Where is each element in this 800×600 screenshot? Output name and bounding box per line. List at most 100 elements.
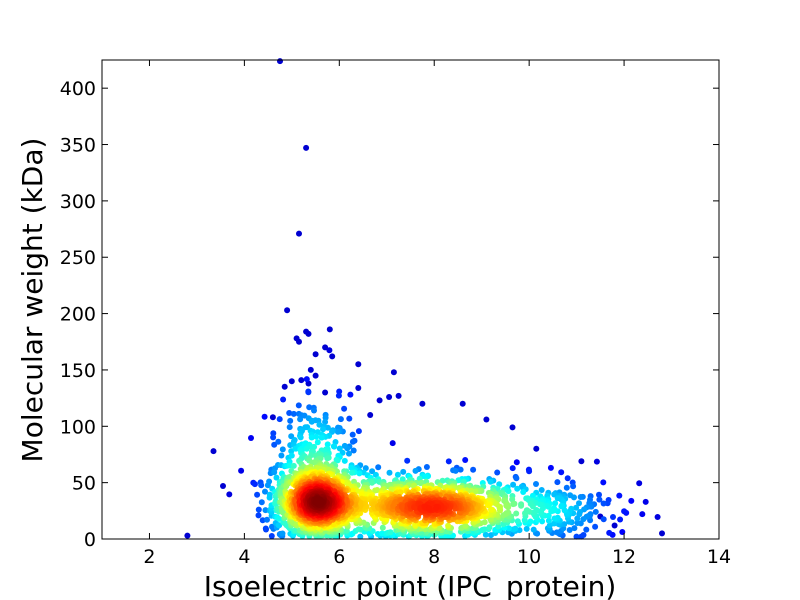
data-point bbox=[548, 508, 555, 515]
data-point bbox=[298, 377, 305, 384]
data-point bbox=[445, 458, 452, 465]
data-point bbox=[552, 500, 559, 507]
data-point bbox=[510, 481, 517, 488]
data-point bbox=[523, 507, 530, 514]
data-point bbox=[355, 385, 362, 391]
data-point bbox=[324, 455, 331, 462]
data-point bbox=[610, 514, 616, 520]
data-point bbox=[305, 330, 312, 337]
data-point bbox=[580, 516, 587, 523]
data-point bbox=[356, 470, 363, 477]
x-tick-label: 8 bbox=[428, 546, 440, 568]
data-point bbox=[445, 522, 452, 529]
data-point bbox=[312, 351, 319, 358]
data-point bbox=[425, 505, 432, 512]
data-point bbox=[578, 458, 585, 465]
y-tick-label: 300 bbox=[60, 191, 96, 213]
data-point bbox=[269, 523, 275, 530]
data-point bbox=[341, 457, 348, 464]
data-point bbox=[561, 507, 568, 514]
data-point bbox=[387, 529, 394, 536]
data-point bbox=[573, 533, 580, 540]
data-point bbox=[404, 457, 411, 464]
data-point bbox=[297, 416, 304, 423]
data-point bbox=[375, 464, 382, 471]
data-point bbox=[580, 532, 587, 538]
data-point bbox=[184, 532, 191, 539]
data-point bbox=[518, 502, 525, 509]
data-point bbox=[503, 502, 510, 509]
data-point bbox=[495, 523, 502, 530]
data-point bbox=[290, 410, 297, 417]
data-point bbox=[336, 445, 343, 452]
data-point bbox=[459, 400, 466, 407]
data-point bbox=[487, 478, 494, 485]
data-point bbox=[483, 416, 490, 423]
data-point bbox=[433, 504, 439, 511]
data-point bbox=[417, 480, 424, 487]
data-point bbox=[311, 407, 317, 414]
points-layer bbox=[184, 58, 665, 540]
data-point bbox=[288, 452, 295, 459]
plot-frame bbox=[101, 59, 720, 540]
data-point bbox=[376, 397, 383, 404]
data-point bbox=[258, 499, 265, 506]
data-point bbox=[611, 522, 618, 529]
data-point bbox=[509, 465, 516, 472]
data-point bbox=[306, 404, 313, 411]
data-point bbox=[514, 518, 521, 525]
y-tick-label: 400 bbox=[60, 78, 96, 100]
data-point bbox=[278, 452, 285, 459]
data-point bbox=[600, 516, 607, 523]
data-point bbox=[395, 392, 402, 399]
x-axis-label: Isoelectric point (IPC_protein) bbox=[204, 570, 617, 600]
data-point bbox=[264, 516, 270, 523]
data-point bbox=[297, 434, 304, 441]
data-point bbox=[346, 450, 352, 457]
data-point bbox=[281, 383, 288, 390]
data-point bbox=[386, 469, 393, 476]
data-point bbox=[554, 479, 561, 486]
data-point bbox=[412, 467, 419, 474]
data-point bbox=[436, 524, 443, 531]
x-tick-label: 12 bbox=[612, 546, 636, 568]
data-point bbox=[616, 492, 623, 499]
data-point bbox=[349, 438, 356, 445]
data-point bbox=[564, 475, 571, 482]
data-point bbox=[355, 361, 362, 368]
data-point bbox=[226, 491, 233, 498]
data-point bbox=[262, 525, 269, 532]
data-point bbox=[305, 389, 312, 396]
data-point bbox=[379, 524, 386, 531]
data-point bbox=[276, 515, 283, 522]
data-point bbox=[279, 446, 286, 453]
data-point bbox=[379, 530, 386, 537]
data-point bbox=[470, 466, 477, 473]
data-point bbox=[577, 509, 583, 515]
data-point bbox=[593, 458, 600, 465]
data-point bbox=[288, 378, 295, 385]
data-point bbox=[554, 495, 561, 502]
data-point bbox=[303, 376, 310, 383]
data-point bbox=[322, 389, 329, 396]
data-point bbox=[210, 448, 217, 455]
data-point bbox=[394, 471, 401, 478]
data-point bbox=[238, 467, 245, 474]
data-point bbox=[348, 464, 355, 471]
x-tick-label: 4 bbox=[238, 546, 250, 568]
y-tick-label: 350 bbox=[60, 135, 96, 157]
data-point bbox=[308, 434, 315, 441]
data-point bbox=[563, 484, 570, 491]
data-point bbox=[596, 491, 602, 498]
data-point bbox=[527, 518, 534, 525]
data-point bbox=[254, 491, 261, 498]
data-point bbox=[468, 487, 475, 494]
data-point bbox=[341, 442, 348, 449]
data-point bbox=[369, 479, 375, 486]
data-point bbox=[261, 413, 268, 420]
data-point bbox=[273, 474, 280, 481]
data-point bbox=[349, 469, 355, 476]
data-point bbox=[399, 476, 406, 483]
x-tick-label: 2 bbox=[143, 546, 155, 568]
data-point bbox=[308, 418, 315, 425]
